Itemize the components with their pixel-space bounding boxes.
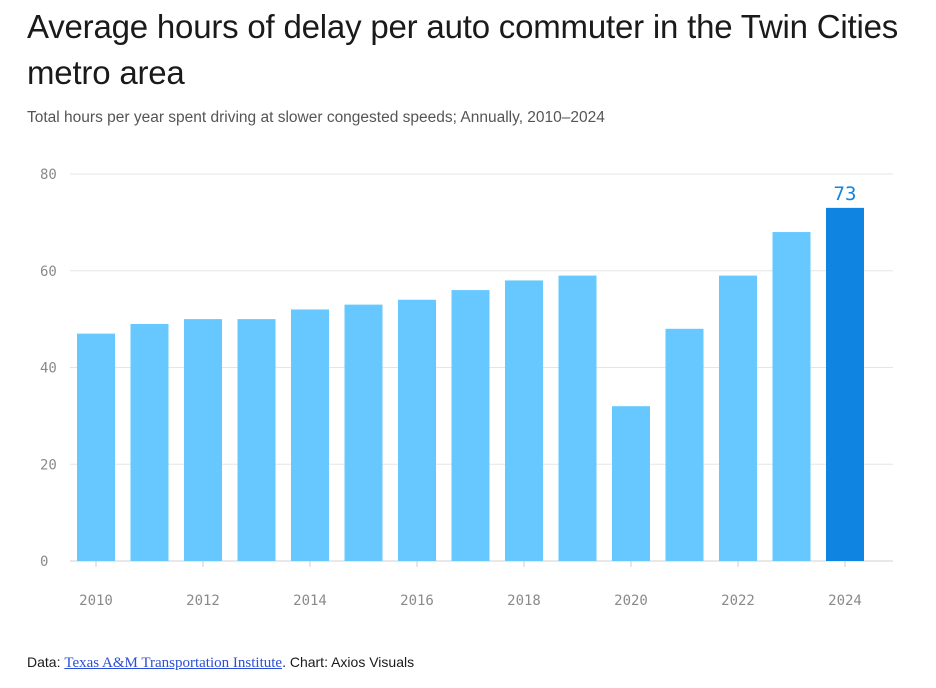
x-tick-label-2018: 2018 xyxy=(507,593,541,609)
bar-2013 xyxy=(237,319,276,561)
bar-2017 xyxy=(451,290,490,561)
bar-2023 xyxy=(772,232,811,562)
chart-title: Average hours of delay per auto commuter… xyxy=(27,8,899,91)
y-tick-label-0: 0 xyxy=(40,554,48,570)
bar-2019 xyxy=(558,275,597,561)
bar-2020 xyxy=(612,406,650,561)
x-tick-label-2020: 2020 xyxy=(614,593,648,609)
bar-2014 xyxy=(291,309,329,561)
x-tick-label-2010: 2010 xyxy=(79,593,113,609)
bar-2010 xyxy=(77,333,115,561)
source-link[interactable]: Texas A&M Transportation Institute xyxy=(64,655,283,671)
x-tick-label-2024: 2024 xyxy=(828,593,862,609)
x-tick-label-2016: 2016 xyxy=(400,593,434,609)
data-label-2024: 73 xyxy=(834,183,857,205)
x-tick-label-2014: 2014 xyxy=(293,593,327,609)
y-tick-label-40: 40 xyxy=(40,361,57,377)
bar-2016 xyxy=(398,299,436,561)
bar-2018 xyxy=(505,280,543,561)
x-tick-label-2012: 2012 xyxy=(186,593,220,609)
y-tick-label-80: 80 xyxy=(40,167,57,183)
footer-data-prefix: Data: xyxy=(27,654,65,670)
x-tick-label-2022: 2022 xyxy=(721,593,755,609)
bar-2022 xyxy=(719,275,757,561)
footer-credit: . Chart: Axios Visuals xyxy=(282,654,415,670)
y-tick-label-60: 60 xyxy=(40,264,57,280)
chart-subtitle: Total hours per year spent driving at sl… xyxy=(27,109,605,126)
y-tick-label-20: 20 xyxy=(40,457,57,473)
bar-2011 xyxy=(130,323,169,561)
bar-2021 xyxy=(665,328,704,561)
bar-2012 xyxy=(184,319,222,561)
bar-2015 xyxy=(344,304,383,561)
bar-chart: 0 20 40 60 80 73 2010 2012 2014 2016 2018 2020 2022 2… xyxy=(40,167,893,609)
source-footer: Data: Texas A&M Transportation Institute… xyxy=(27,654,414,672)
bar-2024 xyxy=(826,207,864,562)
